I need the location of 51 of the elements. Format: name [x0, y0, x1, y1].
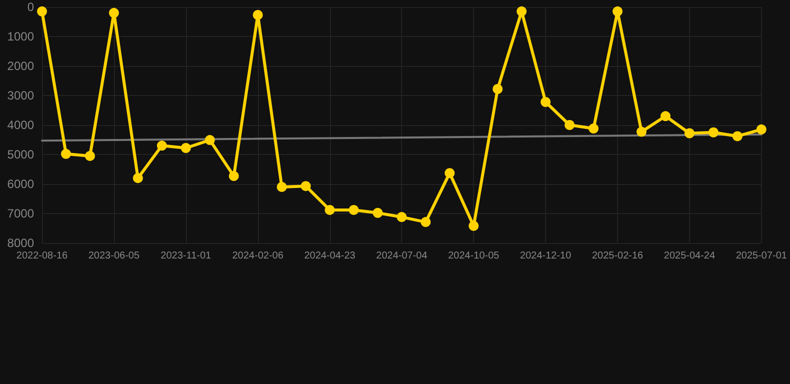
- point: [732, 131, 742, 142]
- point: [756, 124, 766, 134]
- point: [636, 126, 647, 137]
- point: [612, 6, 623, 16]
- point: [372, 208, 383, 218]
- point: [108, 8, 119, 18]
- x-tick-label: 2022-08-16: [16, 250, 68, 262]
- point: [180, 143, 191, 154]
- x-tick-label: 2025-04-24: [664, 250, 716, 262]
- y-tick-label: 8000: [7, 236, 34, 250]
- point: [276, 182, 287, 192]
- point: [684, 128, 694, 138]
- point: [324, 204, 335, 215]
- y-tick-label: 3000: [7, 88, 34, 102]
- y-tick-label: 0: [27, 0, 34, 14]
- point: [516, 6, 527, 16]
- y-tick-label: 7000: [7, 206, 34, 220]
- point: [156, 140, 167, 151]
- point: [564, 120, 575, 130]
- x-tick-label: 2023-11-01: [160, 250, 212, 262]
- point: [300, 181, 311, 192]
- x-tick-label: 2024-12-10: [520, 250, 572, 262]
- y-tick-label: 6000: [7, 177, 34, 191]
- point: [444, 168, 455, 178]
- point: [468, 220, 479, 231]
- x-tick-label: 2024-10-05: [448, 250, 500, 262]
- x-tick-label: 2025-02-16: [592, 250, 644, 262]
- point: [588, 124, 599, 134]
- x-tick-label: 2023-06-05: [88, 250, 140, 262]
- y-tick-label: 1000: [7, 30, 34, 44]
- x-tick-label: 2024-07-04: [376, 250, 428, 262]
- y-tick-label: 2000: [7, 59, 34, 73]
- point: [37, 6, 47, 16]
- point: [396, 212, 407, 222]
- point: [708, 127, 718, 138]
- point: [660, 111, 670, 122]
- point: [84, 150, 95, 161]
- point: [132, 173, 143, 184]
- point: [228, 171, 239, 182]
- y-tick-label: 4000: [7, 118, 34, 132]
- point: [540, 96, 551, 107]
- y-tick-label: 5000: [7, 148, 34, 162]
- point: [348, 204, 359, 215]
- point: [60, 148, 71, 159]
- point: [492, 84, 503, 94]
- x-tick-label: 2024-02-06: [232, 250, 284, 262]
- x-tick-label: 2024-04-23: [304, 250, 356, 262]
- point: [252, 10, 263, 20]
- point: [420, 217, 431, 228]
- point: [204, 135, 215, 146]
- x-tick-label: 2025-07-01: [736, 250, 788, 262]
